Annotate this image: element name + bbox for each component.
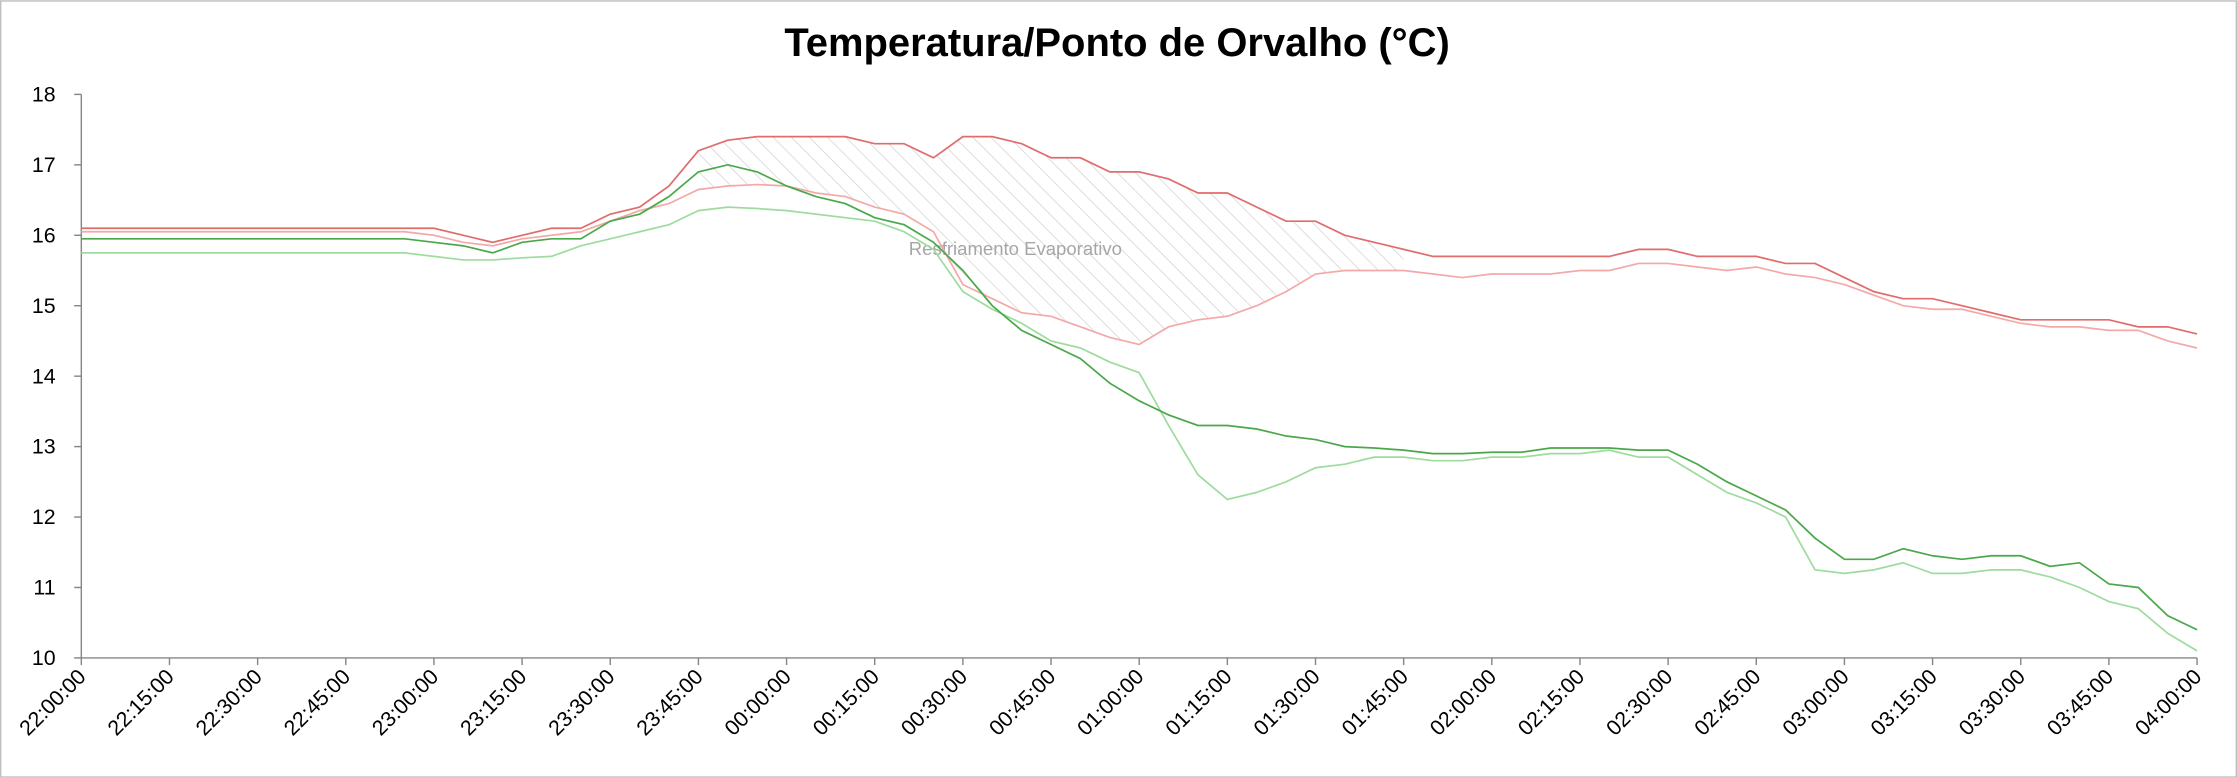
y-tick-label: 14 [32,364,56,388]
y-tick-label: 10 [32,646,56,670]
annotation-label: Resfriamento Evaporativo [909,238,1122,259]
chart-title: Temperatura/Ponto de Orvalho (°C) [784,21,1449,65]
y-tick-label: 12 [32,505,56,529]
y-tick-label: 18 [32,83,56,107]
series-line [81,163,2198,631]
y-tick-label: 16 [32,223,56,247]
annotation-area [698,136,1404,345]
y-tick-label: 11 [33,576,55,600]
y-tick-label: 17 [32,153,56,177]
y-tick-label: 15 [32,294,56,318]
y-tick-label: 13 [32,435,56,459]
series-line [81,206,2198,652]
series-line [81,183,2198,349]
series-line [81,135,2198,335]
